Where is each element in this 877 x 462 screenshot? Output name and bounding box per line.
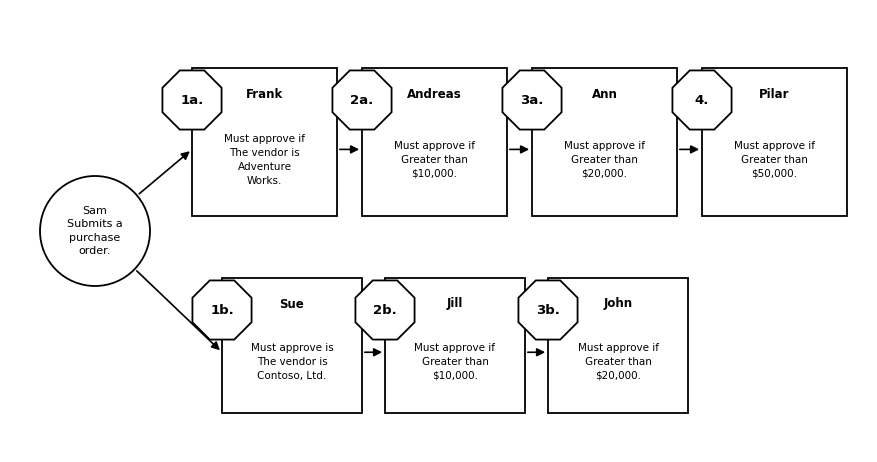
- Text: Must approve if
Greater than
$20,000.: Must approve if Greater than $20,000.: [564, 141, 645, 179]
- Text: Must approve if
Greater than
$20,000.: Must approve if Greater than $20,000.: [577, 343, 659, 381]
- Text: Sam
Submits a
purchase
order.: Sam Submits a purchase order.: [68, 206, 123, 256]
- Circle shape: [40, 176, 150, 286]
- Text: 4.: 4.: [695, 93, 709, 107]
- Polygon shape: [355, 280, 415, 340]
- Text: Must approve if
The vendor is
Adventure
Works.: Must approve if The vendor is Adventure …: [224, 134, 305, 186]
- Polygon shape: [673, 70, 731, 129]
- Text: 3b.: 3b.: [536, 304, 560, 316]
- Text: Andreas: Andreas: [407, 87, 462, 101]
- Text: 2a.: 2a.: [351, 93, 374, 107]
- Text: Pilar: Pilar: [759, 87, 790, 101]
- Text: 1b.: 1b.: [210, 304, 234, 316]
- Bar: [192, 68, 337, 216]
- Text: Must approve if
Greater than
$10,000.: Must approve if Greater than $10,000.: [394, 141, 475, 179]
- Text: Must approve if
Greater than
$50,000.: Must approve if Greater than $50,000.: [734, 141, 815, 179]
- Text: Must approve if
Greater than
$10,000.: Must approve if Greater than $10,000.: [415, 343, 496, 381]
- Polygon shape: [162, 70, 222, 129]
- Polygon shape: [503, 70, 561, 129]
- Text: 1a.: 1a.: [181, 93, 203, 107]
- Text: John: John: [603, 298, 632, 310]
- Bar: [548, 278, 688, 413]
- Text: Frank: Frank: [246, 87, 283, 101]
- Bar: [702, 68, 847, 216]
- Text: 3a.: 3a.: [520, 93, 544, 107]
- Bar: [362, 68, 507, 216]
- Text: Jill: Jill: [446, 298, 463, 310]
- Text: Ann: Ann: [592, 87, 617, 101]
- Bar: [222, 278, 362, 413]
- Bar: [532, 68, 677, 216]
- Text: 2b.: 2b.: [373, 304, 397, 316]
- Bar: [385, 278, 525, 413]
- Text: Must approve is
The vendor is
Contoso, Ltd.: Must approve is The vendor is Contoso, L…: [251, 343, 333, 381]
- Polygon shape: [332, 70, 391, 129]
- Polygon shape: [192, 280, 252, 340]
- Text: Sue: Sue: [280, 298, 304, 310]
- Polygon shape: [518, 280, 578, 340]
